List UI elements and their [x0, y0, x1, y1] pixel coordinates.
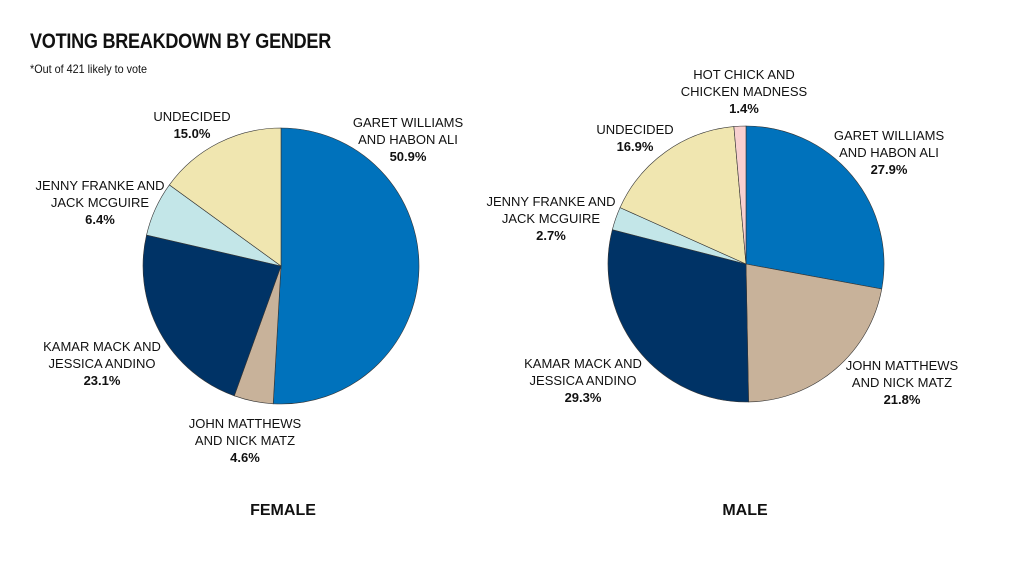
- pie-1-label-0: GARET WILLIAMS AND HABON ALI 27.9%: [834, 128, 945, 177]
- pie-1-slice-5: [733, 125, 747, 265]
- pie-0-title: FEMALE: [250, 502, 316, 519]
- pie-1-label-3: JENNY FRANKE AND JACK MCGUIRE 2.7%: [486, 194, 615, 243]
- pie-1-slice-2: [607, 229, 749, 403]
- pie-0-label-2: KAMAR MACK AND JESSICA ANDINO 23.1%: [43, 339, 161, 388]
- pie-0-slice-4: [168, 127, 282, 267]
- pie-1-label-5: HOT CHICK AND CHICKEN MADNESS 1.4%: [681, 67, 808, 116]
- pie-1-label-1: JOHN MATTHEWS AND NICK MATZ 21.8%: [846, 358, 959, 407]
- pie-1-title: MALE: [722, 502, 768, 519]
- pie-1-label-2: KAMAR MACK AND JESSICA ANDINO 29.3%: [524, 356, 642, 405]
- pie-0-slice-0: [272, 127, 420, 405]
- pie-1-label-4: UNDECIDED 16.9%: [596, 122, 673, 154]
- chart-subtitle: *Out of 421 likely to vote: [30, 62, 148, 76]
- pie-1-slice-1: [745, 263, 883, 403]
- pie-0-label-1: JOHN MATTHEWS AND NICK MATZ 4.6%: [189, 416, 302, 465]
- chart-title: VOTING BREAKDOWN BY GENDER: [30, 30, 332, 53]
- pie-0-label-4: UNDECIDED 15.0%: [153, 109, 230, 141]
- pie-0-slice-2: [142, 234, 282, 397]
- pie-0-label-0: GARET WILLIAMS AND HABON ALI 50.9%: [353, 115, 464, 164]
- pie-1-slice-4: [619, 126, 747, 265]
- pie-1-slice-0: [745, 125, 885, 290]
- pie-0-label-3: JENNY FRANKE AND JACK MCGUIRE 6.4%: [35, 178, 164, 227]
